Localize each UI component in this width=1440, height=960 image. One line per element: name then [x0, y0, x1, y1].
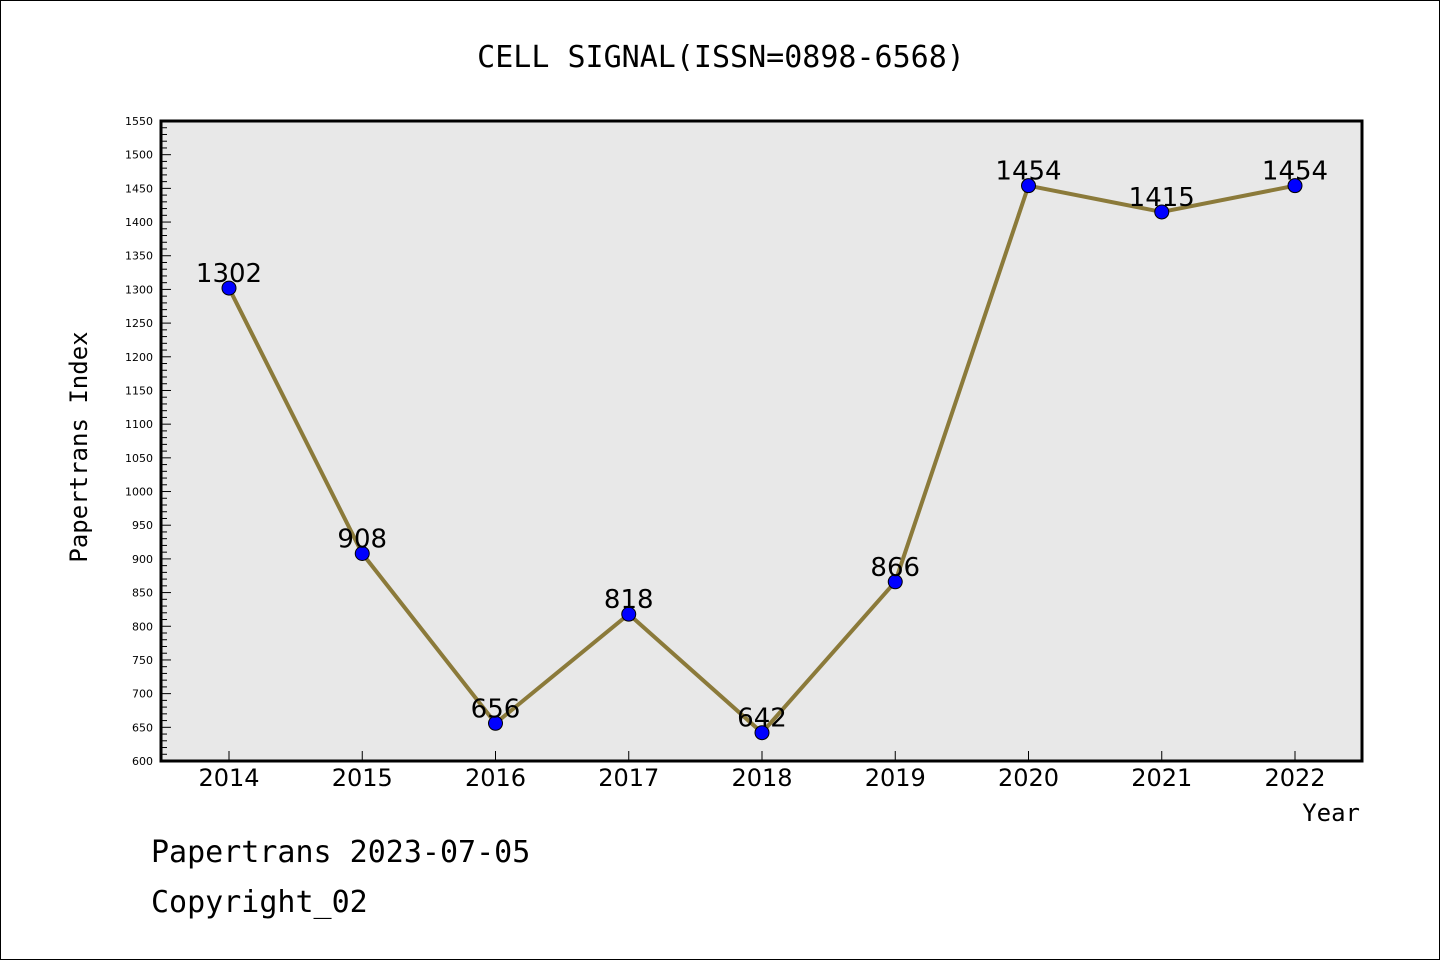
y-tick-label: 1450	[125, 182, 153, 195]
y-tick-label: 1100	[125, 418, 153, 431]
data-point	[221, 280, 237, 296]
data-point	[621, 606, 637, 622]
data-label: 818	[604, 585, 654, 615]
data-point	[1154, 204, 1170, 220]
y-tick-label: 1250	[125, 317, 153, 330]
y-tick-label: 1000	[125, 486, 153, 499]
x-tick-label: 2019	[865, 764, 926, 792]
footer-date: Papertrans 2023-07-05	[151, 835, 531, 870]
y-tick-label: 950	[132, 519, 153, 532]
y-tick-label: 1400	[125, 216, 153, 229]
y-tick-label: 650	[132, 721, 153, 734]
data-label: 1454	[1262, 157, 1328, 187]
data-point	[887, 574, 903, 590]
y-tick-label: 1200	[125, 351, 153, 364]
y-tick-label: 600	[132, 755, 153, 768]
y-tick-label: 800	[132, 620, 153, 633]
y-axis-label: Papertrans Index	[65, 331, 93, 562]
x-axis: 2014 2015 2016 2017 2018 2019 2020 2021 2022	[198, 751, 1326, 792]
x-tick-label: 2016	[465, 764, 526, 792]
data-label: 908	[337, 525, 387, 555]
y-tick-label: 1150	[125, 384, 153, 397]
data-point	[488, 715, 503, 731]
data-label: 656	[471, 694, 521, 724]
x-tick-label: 2020	[998, 764, 1059, 792]
y-tick-label: 1050	[125, 452, 153, 465]
data-point	[354, 546, 370, 562]
x-tick-label: 2022	[1264, 764, 1325, 792]
data-point	[1021, 178, 1036, 194]
y-tick-label: 1300	[125, 283, 153, 296]
y-tick-label: 700	[132, 688, 153, 701]
data-label: 1454	[995, 157, 1061, 187]
data-label: 1302	[196, 259, 262, 289]
y-tick-label: 900	[132, 553, 153, 566]
footer-copyright: Copyright_02	[151, 885, 368, 920]
data-label: 1415	[1129, 183, 1195, 213]
x-tick-label: 2015	[332, 764, 393, 792]
plot-area	[159, 119, 1364, 763]
series-group: 1302 908 656 818 642 866 1454 1415 1454	[196, 157, 1328, 741]
y-tick-label: 1550	[125, 115, 153, 128]
y-tick-label: 1350	[125, 250, 153, 263]
data-label: 642	[737, 704, 787, 734]
data-label: 866	[870, 553, 920, 583]
x-tick-label: 2021	[1131, 764, 1192, 792]
y-axis: 600 650 700 750 800 850 900 950 1000 1050 1100 1150…	[125, 115, 171, 768]
y-tick-label: 1500	[125, 149, 153, 162]
x-tick-label: 2014	[198, 764, 259, 792]
y-tick-label: 850	[132, 587, 153, 600]
x-axis-label: Year	[1302, 799, 1360, 827]
data-point	[1287, 178, 1303, 194]
data-point	[754, 725, 770, 741]
x-tick-label: 2017	[598, 764, 659, 792]
x-tick-label: 2018	[731, 764, 792, 792]
y-tick-label: 750	[132, 654, 153, 667]
chart-title: CELL SIGNAL(ISSN=0898-6568)	[477, 40, 965, 75]
